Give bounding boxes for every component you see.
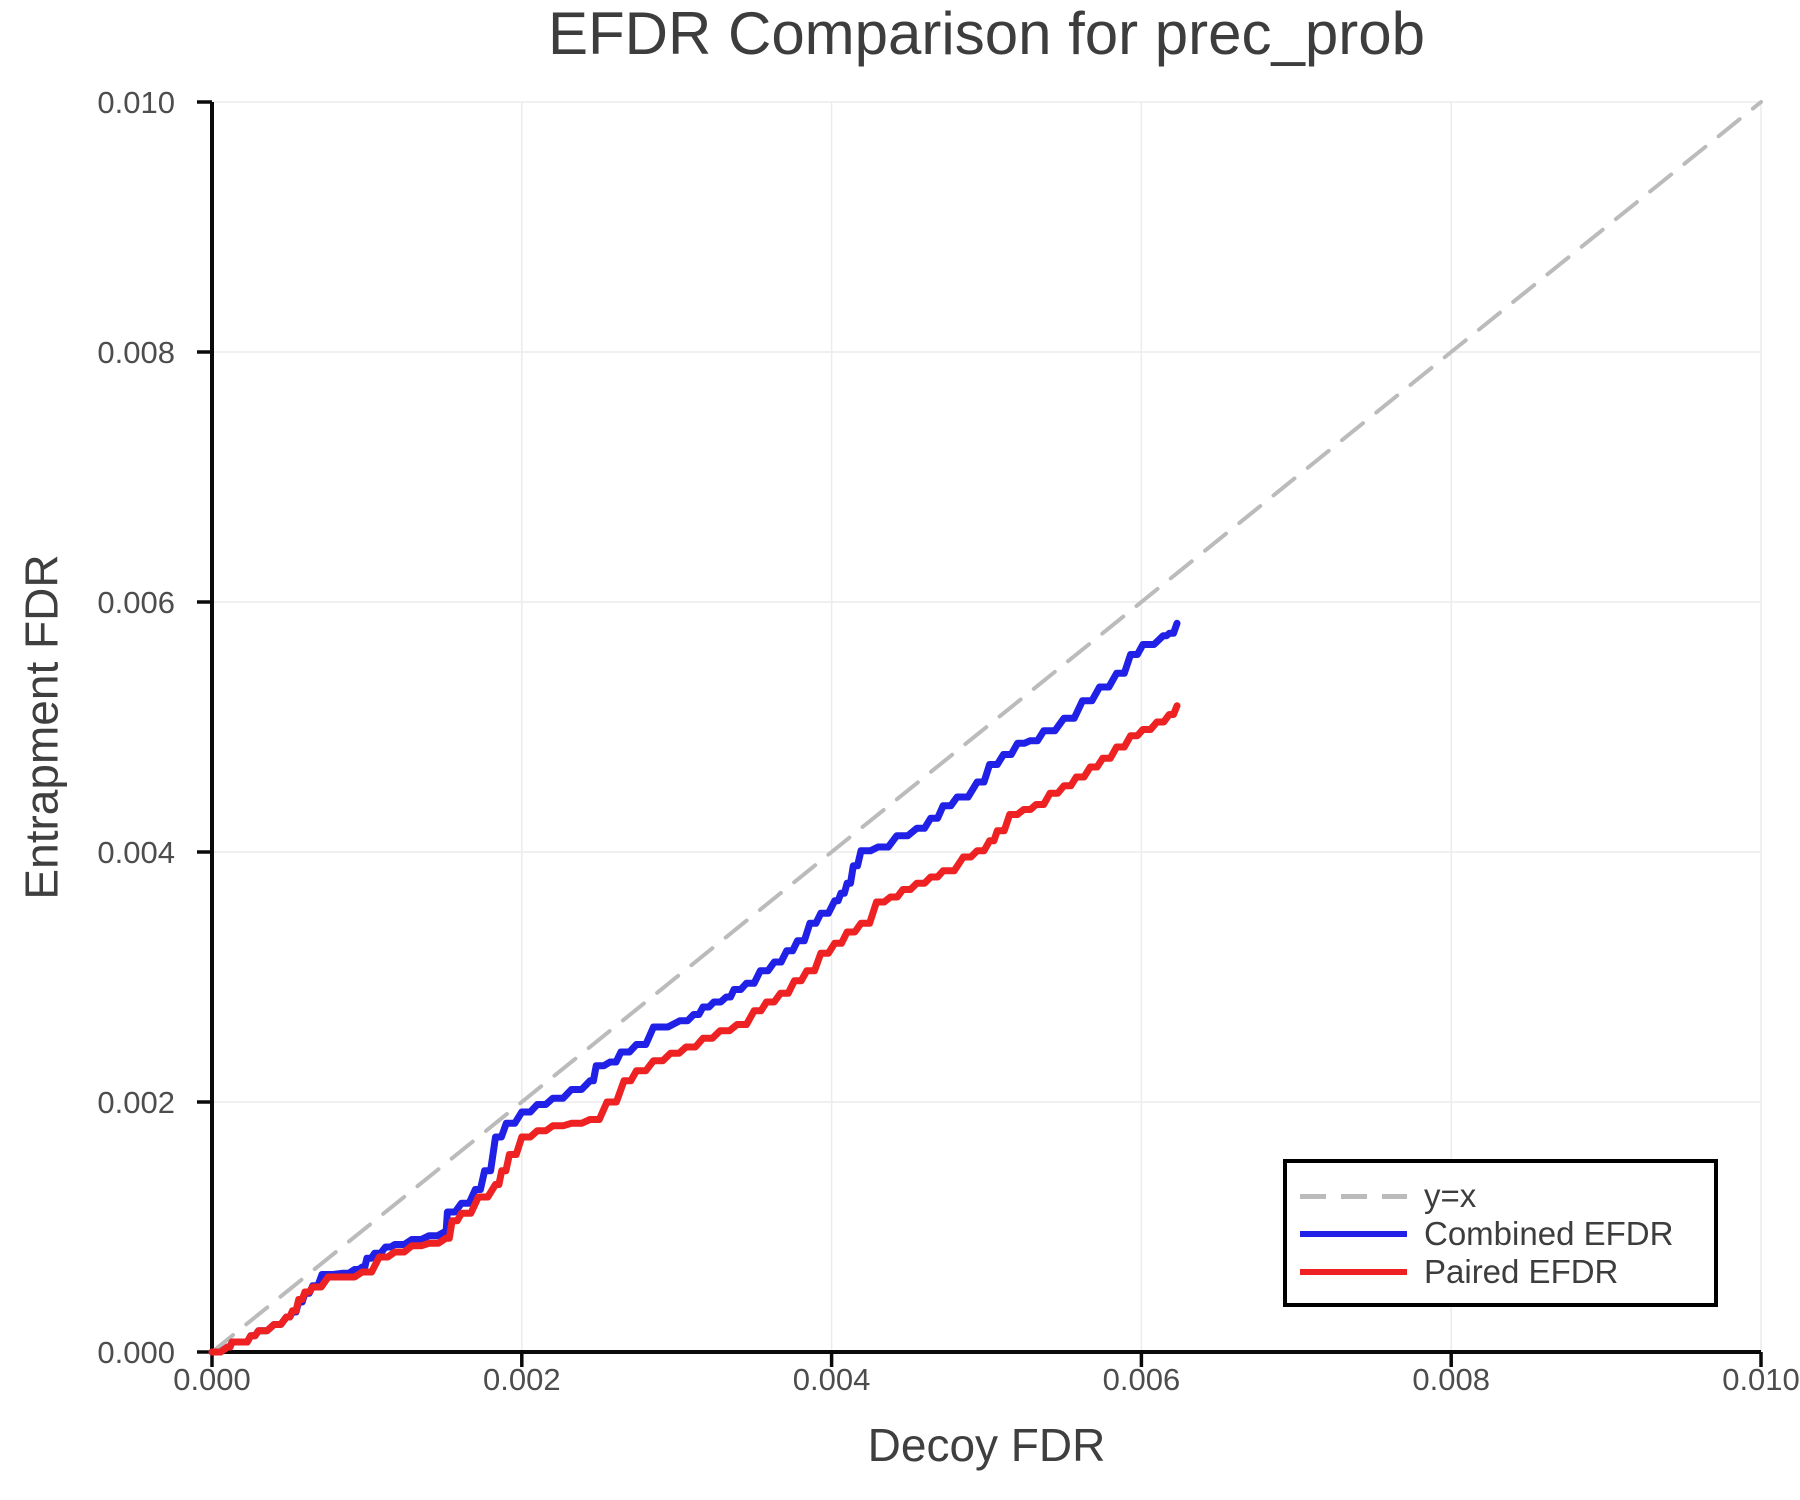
y-tick-label: 0.000 (97, 1335, 175, 1370)
chart-title: EFDR Comparison for prec_prob (547, 0, 1425, 67)
y-tick-label: 0.006 (97, 585, 175, 620)
legend-item-reference: y=x (1300, 1177, 1714, 1215)
x-axis-label: Decoy FDR (867, 1419, 1106, 1471)
legend-item-paired-efdr: Paired EFDR (1300, 1253, 1714, 1291)
reference-line-swatch (1300, 1193, 1407, 1199)
x-tick-label: 0.002 (483, 1362, 561, 1397)
series-paired-efdr (208, 702, 1181, 1356)
legend-label-reference: y=x (1424, 1177, 1477, 1214)
legend-label-paired-efdr: Paired EFDR (1424, 1253, 1619, 1290)
x-tick-label: 0.010 (1722, 1362, 1800, 1397)
y-tick-label: 0.008 (97, 335, 175, 370)
legend-label-combined-efdr: Combined EFDR (1424, 1215, 1674, 1252)
combined-efdr-line-swatch (1300, 1231, 1407, 1237)
legend: y=x Combined EFDR Paired EFDR (1283, 1159, 1718, 1307)
series-combined-efdr (208, 619, 1181, 1356)
legend-item-combined-efdr: Combined EFDR (1300, 1215, 1714, 1253)
y-tick-label: 0.002 (97, 1085, 175, 1120)
series-y-x (210, 100, 1763, 1354)
x-tick-label: 0.000 (173, 1362, 251, 1397)
y-tick-label: 0.010 (97, 85, 175, 120)
y-tick-label: 0.004 (97, 835, 175, 870)
x-tick-label: 0.004 (793, 1362, 871, 1397)
y-axis-label-box: Entrapment FDR (10, 102, 74, 1352)
paired-efdr-line-swatch (1300, 1269, 1407, 1275)
x-tick-label: 0.006 (1103, 1362, 1181, 1397)
x-tick-label: 0.008 (1412, 1362, 1490, 1397)
y-axis-label: Entrapment FDR (16, 554, 68, 900)
